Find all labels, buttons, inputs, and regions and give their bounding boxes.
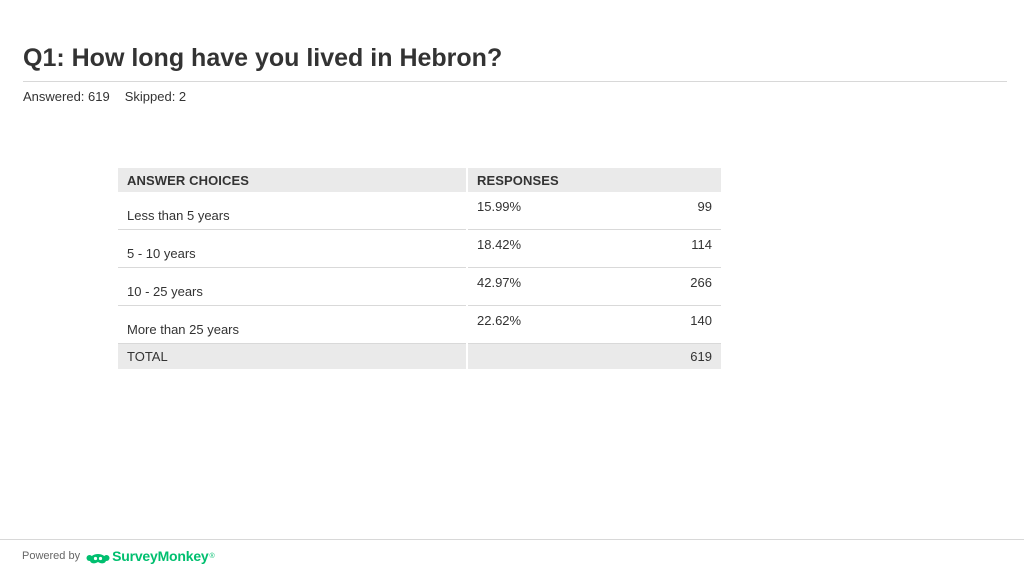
powered-by-label: Powered by bbox=[22, 550, 81, 562]
skipped-count: Skipped: 2 bbox=[124, 89, 187, 104]
header-responses: RESPONSES bbox=[467, 168, 721, 192]
total-label: TOTAL bbox=[118, 343, 468, 369]
response-cell: 42.97% 266 bbox=[467, 267, 721, 306]
results-table: ANSWER CHOICES RESPONSES Less than 5 yea… bbox=[118, 168, 721, 369]
response-cell: 15.99% 99 bbox=[467, 192, 721, 230]
total-count: 619 bbox=[467, 343, 721, 369]
footer: Powered by SurveyMonkey ® bbox=[22, 547, 215, 565]
response-count: 99 bbox=[697, 199, 712, 214]
answer-choice: Less than 5 years bbox=[118, 192, 468, 230]
total-row: TOTAL 619 bbox=[118, 343, 721, 369]
brand-name: SurveyMonkey bbox=[112, 548, 209, 564]
answer-choice: 10 - 25 years bbox=[118, 267, 468, 306]
response-percent: 18.42% bbox=[477, 237, 522, 252]
table-row: 10 - 25 years 42.97% 266 bbox=[118, 267, 721, 306]
answered-count: Answered: 619 bbox=[23, 89, 110, 104]
title-divider bbox=[23, 81, 1007, 82]
question-title: Q1: How long have you lived in Hebron? bbox=[23, 44, 503, 72]
table-row: Less than 5 years 15.99% 99 bbox=[118, 192, 721, 230]
response-count: 266 bbox=[690, 275, 712, 290]
response-count: 114 bbox=[691, 237, 712, 252]
response-stats: Answered: 619 Skipped: 2 bbox=[23, 89, 186, 104]
table-row: 5 - 10 years 18.42% 114 bbox=[118, 229, 721, 268]
response-cell: 18.42% 114 bbox=[467, 229, 721, 268]
brand-trademark: ® bbox=[209, 552, 215, 560]
table-row: More than 25 years 22.62% 140 bbox=[118, 305, 721, 344]
answer-choice: 5 - 10 years bbox=[118, 229, 468, 268]
answer-choice: More than 25 years bbox=[118, 305, 468, 344]
footer-divider bbox=[0, 539, 1024, 540]
response-count: 140 bbox=[690, 313, 712, 328]
response-cell: 22.62% 140 bbox=[467, 305, 721, 344]
surveymonkey-logo-icon bbox=[86, 554, 110, 564]
header-answer-choices: ANSWER CHOICES bbox=[118, 168, 468, 192]
response-percent: 15.99% bbox=[477, 199, 522, 214]
response-percent: 22.62% bbox=[477, 313, 522, 328]
table-header-row: ANSWER CHOICES RESPONSES bbox=[118, 168, 721, 192]
response-percent: 42.97% bbox=[477, 275, 522, 290]
